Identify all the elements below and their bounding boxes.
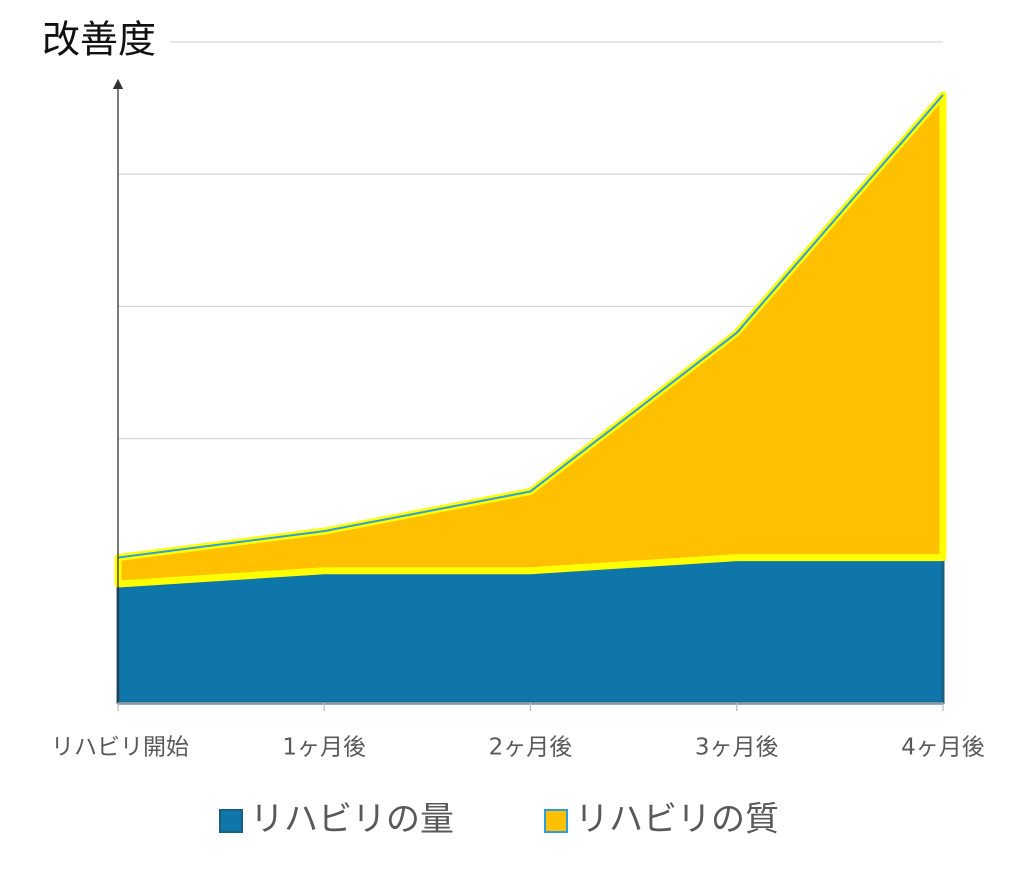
chart-title: 改善度: [42, 18, 156, 62]
area-outline: [117, 94, 944, 559]
legend-label: リハビリの質: [575, 800, 779, 840]
legend-swatch: [219, 809, 243, 833]
x-tick-label: 4ヶ月後: [901, 735, 985, 761]
x-tick-label: 2ヶ月後: [489, 735, 573, 761]
area: [114, 91, 947, 588]
x-tick-label: 3ヶ月後: [695, 735, 779, 761]
x-tick-label: 1ヶ月後: [282, 735, 366, 761]
legend-label: リハビリの量: [250, 800, 454, 840]
legend-swatch: [544, 809, 568, 833]
x-tick-label: リハビリ開始: [51, 735, 189, 761]
